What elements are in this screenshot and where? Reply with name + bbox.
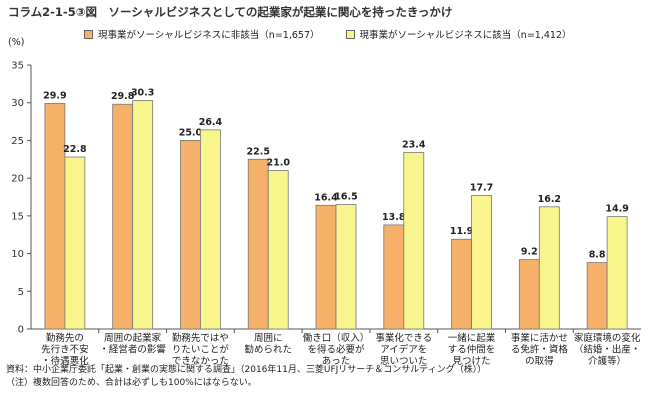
data-label-social-4: 16.5 [334,192,357,203]
bar-social-3 [267,170,289,330]
data-label-social-5: 23.4 [402,139,426,150]
bar-social-8 [606,216,628,330]
data-label-non-social-8: 8.8 [589,250,606,261]
x-category-label-1: 周囲の起業家・経営者の影響 [99,332,166,356]
y-tick-label: 20 [11,174,24,185]
data-label-social-6: 17.7 [470,182,493,193]
y-tick-label: 10 [11,249,24,260]
source-note: 資料：中小企業庁委託「起業・創業の実態に関する調査」（2016年11月、三菱UF… [6,365,487,375]
chart-title: コラム2-1-5③図 ソーシャルビジネスとしての起業家が起業に関心を持ったきっか… [8,5,453,19]
x-category-label-2: 勤務先ではやりたいことができなかった [172,332,230,367]
legend-item-social: 現事業がソーシャルビジネスに該当（n=1,412） [345,27,572,41]
x-category-label-6: 一緒に起業する仲間を見つけた [448,332,496,367]
data-label-non-social-5: 13.8 [382,212,406,223]
data-label-social-3: 21.0 [266,158,290,169]
footnote: （注）複数回答のため、合計は必ずしも100%にはならない。 [6,378,257,388]
bar-non-social-5 [383,224,405,330]
bar-non-social-3 [247,158,269,330]
y-tick-label: 0 [18,325,24,336]
bar-social-5 [403,152,425,330]
data-label-non-social-6: 11.9 [450,226,473,237]
legend-item-non-social: 現事業がソーシャルビジネスに非該当（n=1,657） [84,27,320,41]
bar-non-social-6 [451,238,472,330]
bar-social-1 [132,100,154,330]
bar-social-6 [471,195,492,330]
notes: 資料：中小企業庁委託「起業・創業の実態に関する調査」（2016年11月、三菱UF… [6,364,486,390]
x-category-label-4: 働き口（収入）を得る必要があった [303,332,370,367]
legend-label-social: 現事業がソーシャルビジネスに該当（n=1,412） [359,30,572,41]
legend-swatch-non-social [84,29,93,39]
bar-social-4 [335,204,357,330]
bar-non-social-0 [44,103,66,330]
data-label-non-social-3: 22.5 [246,146,269,157]
y-tick-label: 35 [11,61,24,72]
legend-swatch-social [345,29,355,39]
x-category-label-5: 事業化できるアイデアを思いついた [375,332,432,367]
x-category-label-8: 家庭環境の変化（結婚・出産・介護等） [574,332,641,367]
bar-non-social-1 [112,103,134,330]
y-tick-label: 5 [18,287,24,298]
data-label-non-social-7: 9.2 [521,247,538,258]
data-label-non-social-1: 29.8 [111,91,135,102]
data-label-social-0: 22.8 [63,144,87,155]
y-tick-label: 25 [11,136,24,147]
bar-non-social-4 [315,204,337,330]
x-category-label-7: 事業に活かせる免許・資格の取得 [511,332,569,367]
data-label-non-social-2: 25.0 [179,127,203,138]
data-label-non-social-0: 29.9 [43,90,66,101]
y-tick-label: 15 [11,211,24,222]
legend-label-non-social: 現事業がソーシャルビジネスに非該当（n=1,657） [98,30,320,41]
bar-social-0 [64,156,86,330]
bar-social-2 [200,129,221,330]
bar-social-7 [538,206,560,330]
bar-non-social-2 [180,140,201,330]
data-label-social-1: 30.3 [131,87,154,98]
bar-non-social-8 [586,262,608,330]
data-label-non-social-4: 16.4 [314,192,338,203]
y-tick-label: 30 [11,98,24,109]
x-category-label-0: 勤務先の先行き不安・待遇悪化 [41,332,89,367]
data-label-social-7: 16.2 [538,194,561,205]
legend: 現事業がソーシャルビジネスに非該当（n=1,657） 現事業がソーシャルビジネス… [84,27,572,41]
data-label-social-8: 14.9 [605,204,628,215]
data-label-social-2: 26.4 [199,117,223,128]
y-axis-unit: (%) [8,37,25,48]
x-category-label-3: 周囲に勧められた [244,333,292,356]
bar-non-social-7 [518,259,540,330]
